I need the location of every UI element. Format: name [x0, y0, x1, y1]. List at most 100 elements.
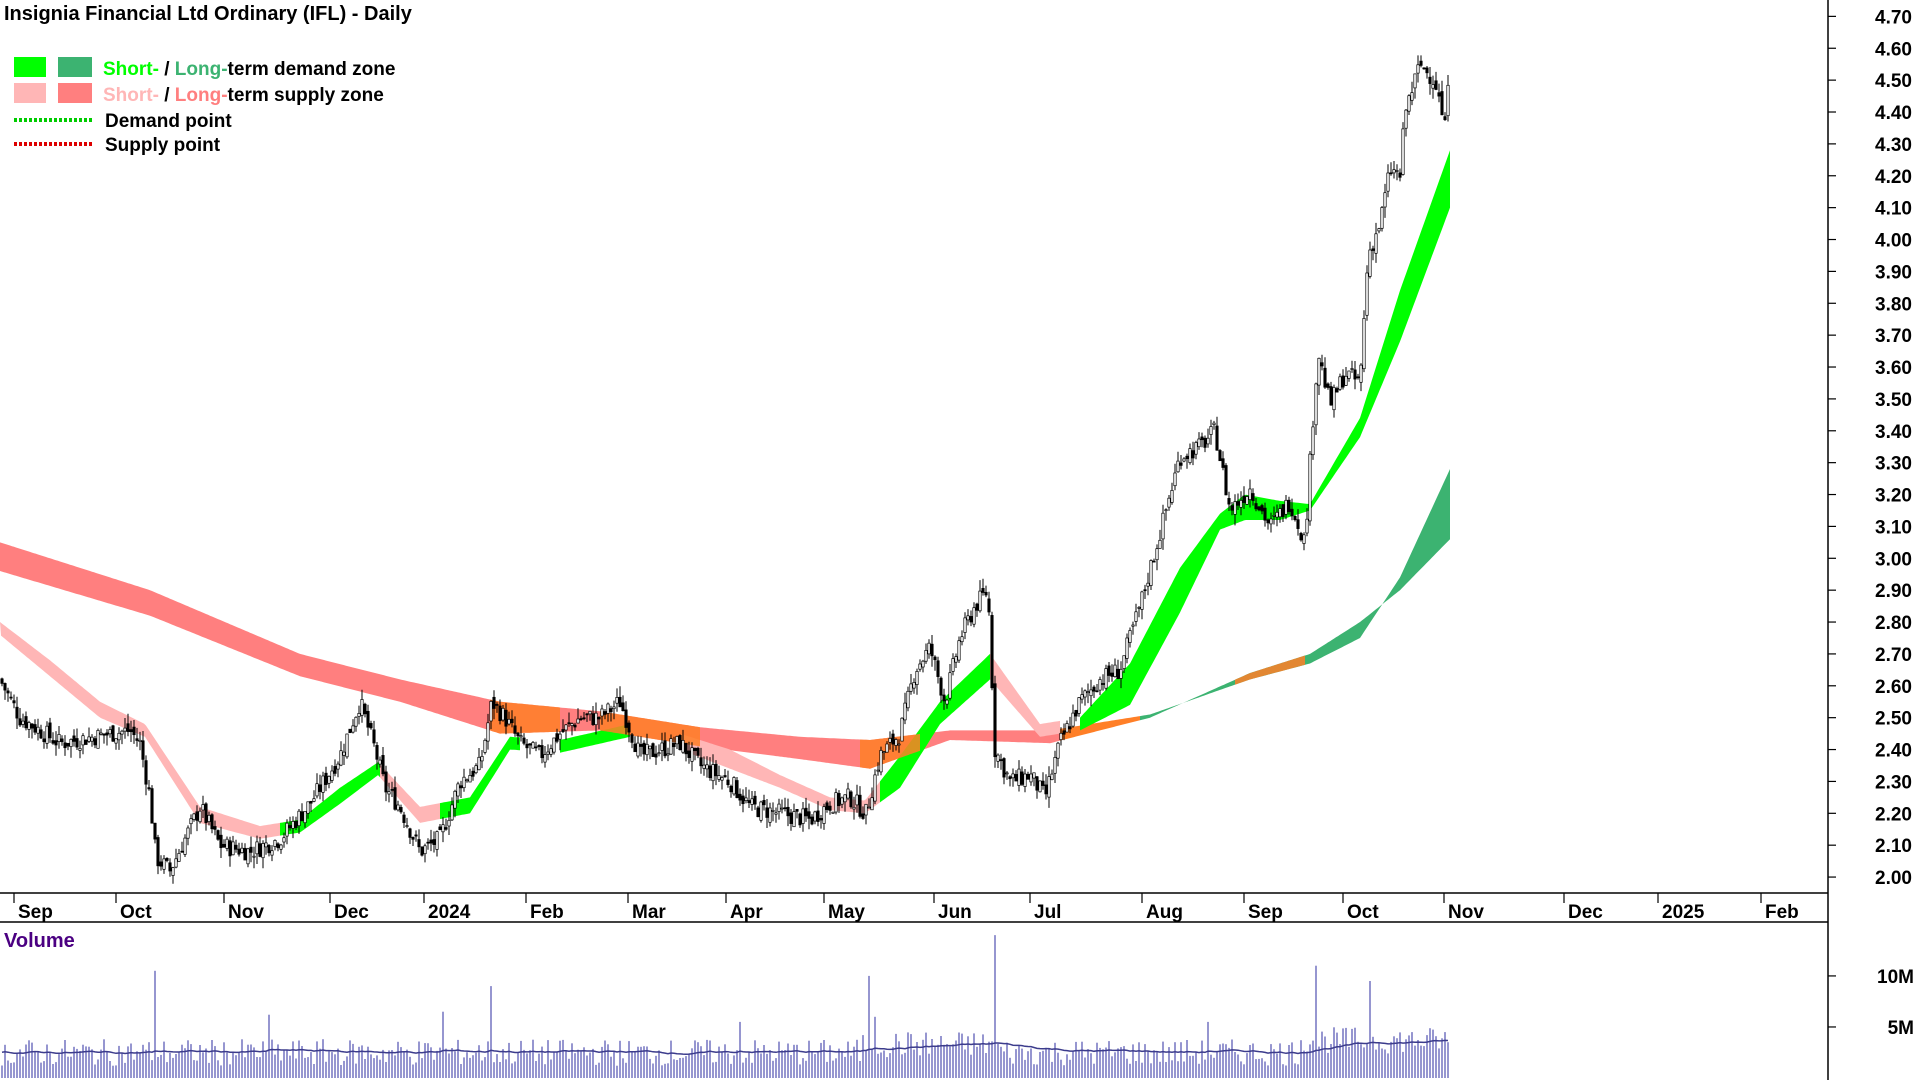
candle — [690, 742, 694, 772]
date-tick-label: Oct — [1347, 902, 1379, 923]
candle — [567, 712, 571, 727]
candle — [579, 715, 583, 721]
candle — [294, 816, 298, 831]
candle — [1350, 360, 1354, 373]
candle — [861, 806, 865, 820]
candle — [897, 739, 901, 753]
candle — [1116, 659, 1120, 680]
candle — [1068, 716, 1072, 734]
candle — [1407, 94, 1411, 115]
candle — [1275, 504, 1279, 527]
candle — [342, 743, 346, 765]
candle — [1332, 384, 1336, 418]
candle — [276, 842, 280, 852]
price-tick-label: 2.40 — [1875, 741, 1912, 762]
candle — [201, 795, 205, 818]
candle — [231, 835, 235, 856]
candle — [369, 720, 373, 730]
candle — [12, 694, 16, 709]
candle — [210, 813, 214, 834]
candle — [354, 716, 358, 732]
candle — [117, 727, 121, 750]
candle — [492, 690, 496, 720]
price-tick-label: 3.50 — [1875, 390, 1912, 411]
candle — [573, 722, 577, 731]
candle — [687, 741, 691, 764]
candle — [1107, 662, 1111, 683]
candle — [15, 696, 19, 729]
candle — [930, 635, 934, 667]
candle — [996, 753, 1000, 768]
candle — [69, 738, 73, 758]
candle — [732, 776, 736, 796]
candle — [474, 763, 478, 775]
candle — [621, 695, 625, 712]
price-tick-label: 4.70 — [1875, 7, 1912, 28]
candle — [285, 819, 289, 845]
legend-supply-sep: / — [159, 85, 175, 106]
date-tick-label: Sep — [18, 902, 53, 923]
candle — [1101, 674, 1105, 691]
candle — [1359, 363, 1363, 392]
candle — [1122, 655, 1126, 673]
candle — [780, 799, 784, 814]
candle — [1356, 373, 1360, 380]
candle — [744, 787, 748, 804]
price-tick-label: 2.50 — [1875, 709, 1912, 730]
candle — [1338, 373, 1342, 391]
candle — [357, 705, 361, 725]
candle — [1191, 441, 1195, 466]
candle — [483, 738, 487, 755]
candle — [1260, 503, 1264, 515]
candle — [513, 716, 517, 737]
candle — [585, 712, 589, 722]
candle — [1215, 416, 1219, 451]
demand-supply-zones — [0, 150, 1450, 839]
candle — [717, 765, 721, 782]
candle — [768, 802, 772, 827]
candle — [432, 831, 436, 853]
candle — [708, 757, 712, 781]
candle — [741, 789, 745, 813]
candle — [435, 830, 439, 857]
candle — [753, 791, 757, 810]
candle — [1233, 494, 1237, 526]
candle — [228, 836, 232, 867]
candle — [678, 734, 682, 751]
legend-supply-short: Short- — [103, 85, 159, 106]
candle — [363, 702, 367, 718]
candle — [726, 770, 730, 788]
short-term-demand-zone-4 — [1080, 150, 1450, 731]
candle — [636, 735, 640, 759]
candle — [1050, 769, 1054, 781]
candle — [96, 728, 100, 749]
candle — [624, 701, 628, 735]
candle — [612, 700, 616, 720]
candle — [852, 796, 856, 820]
candle — [291, 816, 295, 839]
candle — [396, 800, 400, 812]
candle — [60, 735, 64, 746]
candle — [156, 834, 160, 875]
candle — [1029, 765, 1033, 786]
price-tick-label: 4.30 — [1875, 135, 1912, 156]
candle — [90, 734, 94, 747]
candle — [1281, 504, 1285, 522]
candle — [6, 687, 10, 702]
candle — [1026, 771, 1030, 780]
candle — [1368, 241, 1372, 279]
date-tick-label: Dec — [334, 902, 369, 923]
candle — [138, 731, 142, 751]
candle — [216, 829, 220, 841]
candle — [819, 815, 823, 829]
candle — [633, 736, 637, 753]
candle — [1236, 493, 1240, 510]
candle — [1437, 83, 1441, 103]
candle — [174, 848, 178, 869]
candle — [1062, 723, 1066, 741]
candle — [144, 755, 148, 796]
candle — [525, 739, 529, 759]
candle — [699, 747, 703, 774]
candle — [702, 756, 706, 776]
candle — [273, 839, 277, 851]
